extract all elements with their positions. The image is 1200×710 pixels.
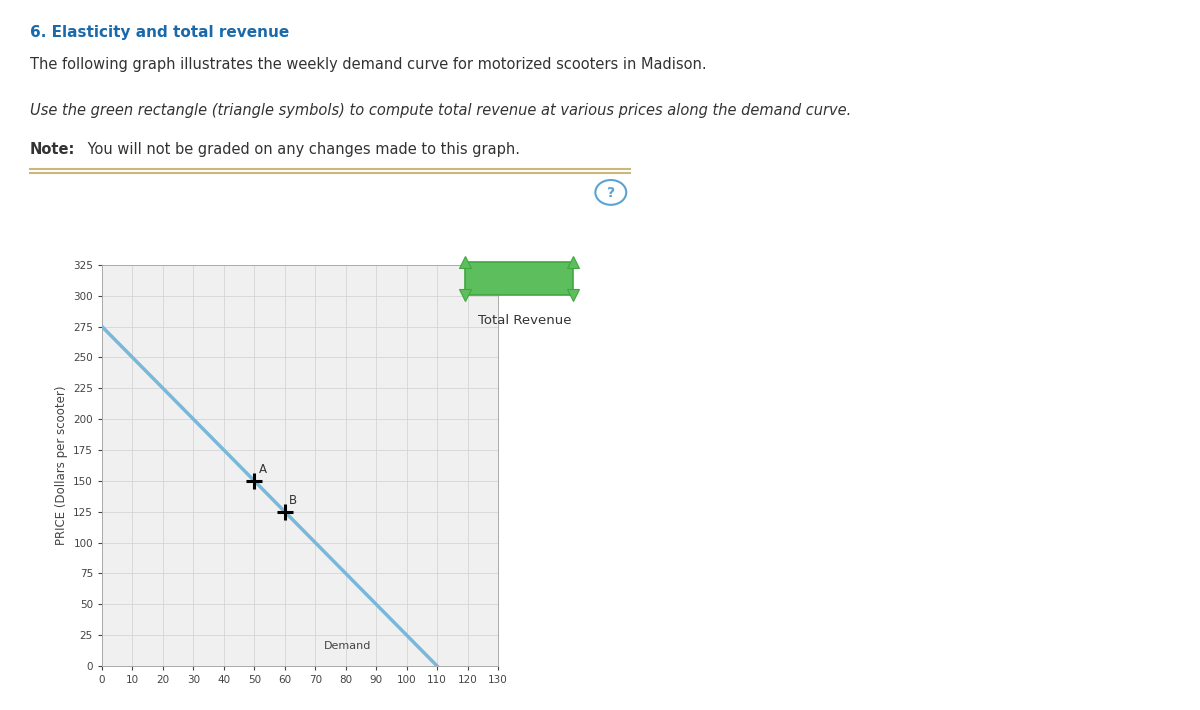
Text: The following graph illustrates the weekly demand curve for motorized scooters i: The following graph illustrates the week… <box>30 57 707 72</box>
Text: Demand: Demand <box>324 640 372 650</box>
Text: 6. Elasticity and total revenue: 6. Elasticity and total revenue <box>30 25 289 40</box>
Text: ?: ? <box>607 186 614 200</box>
Bar <box>466 262 574 295</box>
Text: B: B <box>289 494 298 507</box>
Circle shape <box>595 180 626 204</box>
Y-axis label: PRICE (Dollars per scooter): PRICE (Dollars per scooter) <box>54 386 67 545</box>
Text: A: A <box>259 464 266 476</box>
Text: Note:: Note: <box>30 142 76 157</box>
Text: You will not be graded on any changes made to this graph.: You will not be graded on any changes ma… <box>83 142 520 157</box>
Text: Use the green rectangle (triangle symbols) to compute total revenue at various p: Use the green rectangle (triangle symbol… <box>30 103 851 118</box>
Text: Total Revenue: Total Revenue <box>479 314 571 327</box>
